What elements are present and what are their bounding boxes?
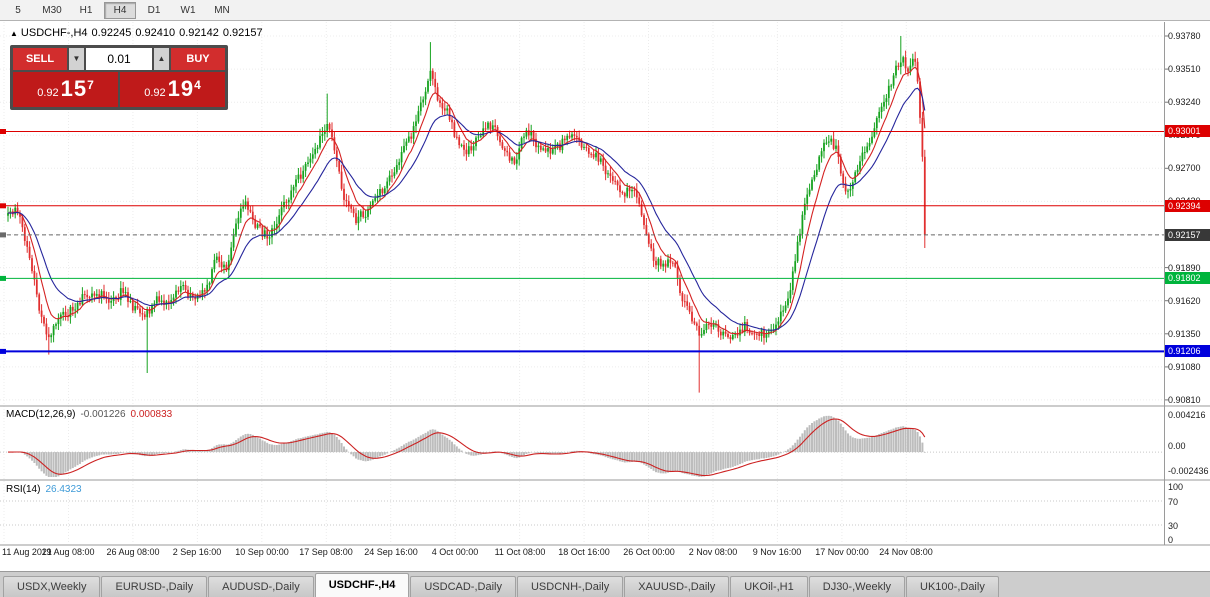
macd-name: MACD(12,26,9): [6, 409, 76, 420]
rsi-axis-label: 0: [1168, 535, 1174, 545]
chart-tab-dj30-weekly[interactable]: DJ30-,Weekly: [808, 576, 906, 597]
buy-price-point: 4: [194, 78, 201, 92]
chart-tab-usdchf-h4[interactable]: USDCHF-,H4: [314, 573, 410, 597]
macd-axis-label: 0.00: [1168, 441, 1186, 451]
price-axis-label[interactable]: 0.91890: [1168, 263, 1201, 273]
buy-price-display[interactable]: 0.92194: [120, 72, 225, 107]
symbol-marker-icon: ▲: [10, 29, 18, 38]
rsi-name: RSI(14): [6, 484, 41, 495]
chart-tab-bar: USDX,Weekly EURUSD-,Daily AUDUSD-,Daily USD…: [0, 571, 1210, 597]
chart-tab-xauusd-daily[interactable]: XAUUSD-,Daily: [624, 576, 730, 597]
price-level-badge: 0.91206: [1165, 345, 1210, 357]
time-axis-label[interactable]: 11 Oct 08:00: [494, 547, 546, 557]
chart-tab-ukoil-h1[interactable]: UKOil-,H1: [730, 576, 808, 597]
price-level-badge: 0.91802: [1165, 272, 1210, 284]
time-axis-label[interactable]: 10 Sep 00:00: [235, 547, 289, 557]
time-axis-label[interactable]: 17 Sep 08:00: [299, 547, 353, 557]
timeframe-button-h4[interactable]: H4: [104, 1, 136, 19]
macd-indicator-label: MACD(12,26,9) -0.001226 0.000833: [6, 409, 172, 420]
time-axis-label[interactable]: 9 Nov 16:00: [752, 547, 802, 557]
lot-decrease-button[interactable]: ▼: [69, 48, 84, 70]
rsi-indicator-label: RSI(14) 26.4323: [6, 484, 82, 495]
price-axis-label[interactable]: 0.92700: [1168, 163, 1201, 173]
ohlc-close: 0.92157: [222, 27, 263, 39]
chart-tab-eurusd-daily[interactable]: EURUSD-,Daily: [101, 576, 208, 597]
time-axis-label[interactable]: 2 Nov 08:00: [688, 547, 738, 557]
chart-symbol-label: USDCHF-,H4: [20, 27, 88, 39]
price-axis-label[interactable]: 0.91350: [1168, 329, 1201, 339]
sell-price-pips: 15: [60, 76, 88, 101]
time-axis-label[interactable]: 24 Nov 08:00: [879, 547, 933, 557]
sell-price-display[interactable]: 0.92157: [13, 72, 118, 107]
price-axis-label[interactable]: 0.93780: [1168, 31, 1201, 41]
price-axis-label[interactable]: 0.90810: [1168, 395, 1201, 405]
price-axis-label[interactable]: 0.91080: [1168, 362, 1201, 372]
rsi-axis-label: 100: [1168, 482, 1184, 492]
price-axis-label[interactable]: 0.93510: [1168, 64, 1201, 74]
time-axis-label[interactable]: 24 Sep 16:00: [364, 547, 418, 557]
one-click-trade-panel: SELL ▼ ▲ BUY 0.92157 0.92194: [10, 45, 228, 110]
chart-tab-uk100-daily[interactable]: UK100-,Daily: [906, 576, 999, 597]
timeframe-button-d1[interactable]: D1: [147, 4, 161, 16]
price-level-badge: 0.93001: [1165, 125, 1210, 137]
timeframe-button-h1[interactable]: H1: [79, 4, 93, 16]
rsi-axis-label: 70: [1168, 497, 1179, 507]
time-axis-label[interactable]: 18 Oct 16:00: [558, 547, 610, 557]
rsi-value: 26.4323: [45, 484, 82, 495]
timeframe-toolbar: 5 M30 H1 H4 D1 W1 MN: [0, 0, 1210, 21]
time-axis-label[interactable]: 2 Sep 16:00: [172, 547, 222, 557]
sell-button[interactable]: SELL: [13, 48, 67, 70]
price-axis-label[interactable]: 0.91620: [1168, 296, 1201, 306]
time-axis-label[interactable]: 11 Aug 2021: [2, 547, 52, 557]
ohlc-high: 0.92410: [135, 27, 176, 39]
rsi-axis-label: 30: [1168, 521, 1179, 531]
time-axis-label[interactable]: 4 Oct 00:00: [431, 547, 479, 557]
lot-size-input[interactable]: [86, 48, 152, 70]
time-axis-label[interactable]: 26 Oct 00:00: [623, 547, 675, 557]
chevron-up-icon: ▲: [157, 54, 166, 63]
ohlc-low: 0.92142: [179, 27, 219, 39]
ohlc-open: 0.92245: [91, 27, 132, 39]
buy-price-pips: 19: [167, 76, 195, 101]
macd-main-value: -0.001226: [80, 409, 126, 420]
lot-increase-button[interactable]: ▲: [154, 48, 169, 70]
time-axis-label[interactable]: 17 Nov 00:00: [815, 547, 869, 557]
chevron-down-icon: ▼: [72, 54, 81, 63]
chart-ohlc-title: ▲ USDCHF-,H4 0.92245 0.92410 0.92142 0.92157: [10, 27, 267, 39]
timeframe-button-m30[interactable]: M30: [42, 4, 62, 16]
macd-signal-value: 0.000833: [130, 409, 173, 420]
timeframe-button-5[interactable]: 5: [15, 4, 21, 16]
time-axis-label[interactable]: 26 Aug 08:00: [106, 547, 160, 557]
chart-tab-usdcnh-daily[interactable]: USDCNH-,Daily: [516, 576, 624, 597]
price-axis-label[interactable]: 0.93240: [1168, 97, 1201, 107]
price-level-badge: 0.92157: [1165, 229, 1210, 241]
timeframe-button-mn[interactable]: MN: [214, 4, 230, 16]
chart-tab-usdx-weekly[interactable]: USDX,Weekly: [3, 576, 101, 597]
price-level-badge: 0.92394: [1165, 200, 1210, 212]
buy-price-base: 0.92: [144, 87, 166, 99]
macd-axis-label: -0.002436: [1168, 466, 1209, 476]
time-axis-label[interactable]: 19 Aug 08:00: [41, 547, 95, 557]
timeframe-button-w1[interactable]: W1: [180, 4, 196, 16]
chart-tab-usdcad-daily[interactable]: USDCAD-,Daily: [410, 576, 516, 597]
sell-price-point: 7: [87, 78, 94, 92]
chart-tab-audusd-daily[interactable]: AUDUSD-,Daily: [208, 576, 314, 597]
macd-axis-label: 0.004216: [1168, 410, 1206, 420]
sell-price-base: 0.92: [37, 87, 59, 99]
buy-button[interactable]: BUY: [171, 48, 225, 70]
